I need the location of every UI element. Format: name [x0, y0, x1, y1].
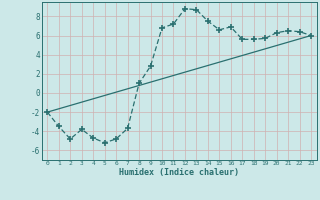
X-axis label: Humidex (Indice chaleur): Humidex (Indice chaleur): [119, 168, 239, 177]
